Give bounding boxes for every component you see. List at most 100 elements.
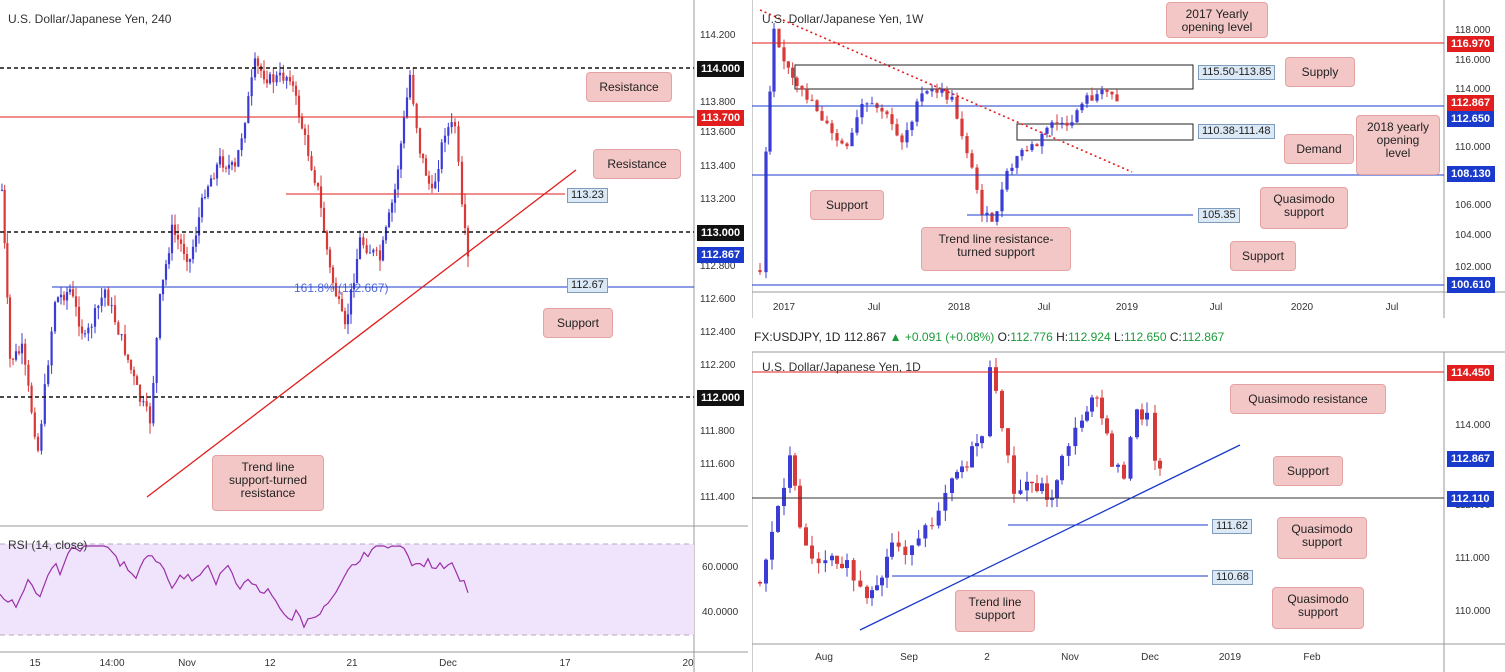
candle-body bbox=[40, 423, 43, 451]
candle-body bbox=[3, 189, 6, 244]
candle-body bbox=[240, 138, 243, 151]
callout-resistance-1: Resistance bbox=[586, 72, 672, 102]
candle-body bbox=[272, 74, 275, 83]
candle-body bbox=[1095, 94, 1099, 101]
candle-body bbox=[1015, 156, 1019, 168]
candle-body bbox=[994, 367, 998, 391]
candle-body bbox=[27, 364, 30, 386]
candle-body bbox=[358, 237, 362, 259]
candle-body bbox=[895, 124, 899, 136]
time-axis-label: 20 bbox=[682, 658, 694, 669]
candle-body bbox=[858, 580, 863, 587]
candle-body bbox=[1115, 94, 1119, 102]
price-axis-label: 112.600 bbox=[700, 294, 736, 305]
time-axis-label: 15 bbox=[29, 658, 41, 669]
callout-2017-open: 2017 Yearly opening level bbox=[1166, 2, 1268, 38]
candle-body bbox=[453, 122, 457, 127]
fib-label: 161.8% (112.667) bbox=[294, 281, 389, 295]
candle-body bbox=[758, 582, 762, 584]
candle-body bbox=[1073, 427, 1078, 447]
callout-1d-qm-2: Quasimodo support bbox=[1272, 587, 1364, 629]
candle-body bbox=[450, 122, 453, 128]
price-axis-label: 112.200 bbox=[700, 360, 736, 371]
candle-body bbox=[365, 245, 368, 253]
price-box-113: 113.000 bbox=[697, 225, 745, 241]
price-box-112650: 112.650 bbox=[1447, 111, 1495, 127]
candle-body bbox=[1040, 483, 1044, 492]
candle-body bbox=[278, 72, 282, 76]
callout-support: Support bbox=[543, 308, 613, 338]
candle-body bbox=[1030, 144, 1034, 151]
candle-body bbox=[776, 506, 780, 532]
candle-body bbox=[875, 585, 879, 591]
ohlc-c-label: C: bbox=[1169, 330, 1182, 344]
candle-body bbox=[1025, 149, 1029, 151]
candle-body bbox=[1030, 481, 1034, 484]
candle-body bbox=[1100, 397, 1104, 419]
time-axis-label: Sep bbox=[900, 652, 918, 663]
candle-body bbox=[890, 542, 894, 557]
candle-body bbox=[123, 334, 127, 355]
candle-body bbox=[408, 74, 412, 98]
candle-body bbox=[764, 559, 768, 584]
chart-1d[interactable]: FX:USDJPY, 1D 112.867 ▲ +0.091 (+0.08%) … bbox=[752, 322, 1505, 672]
candle-body bbox=[772, 28, 776, 92]
candle-body bbox=[129, 359, 133, 370]
candle-body bbox=[900, 135, 904, 143]
candle-body bbox=[384, 227, 388, 241]
ohlc-change: ▲ +0.091 (+0.08%) bbox=[889, 330, 995, 344]
candle-body bbox=[825, 120, 829, 124]
candle-body bbox=[50, 331, 53, 366]
candle-body bbox=[1012, 455, 1016, 494]
candle-body bbox=[191, 246, 195, 260]
candle-body bbox=[142, 401, 145, 403]
candle-body bbox=[920, 93, 924, 102]
price-axis-label: 113.200 bbox=[700, 194, 736, 205]
candle-body bbox=[243, 123, 247, 139]
candle-body bbox=[188, 259, 192, 262]
candle-body bbox=[1060, 455, 1064, 481]
candle-body bbox=[90, 326, 93, 328]
candle-body bbox=[830, 123, 834, 134]
candle-body bbox=[138, 384, 142, 402]
candle-body bbox=[352, 282, 356, 290]
candle-body bbox=[349, 289, 353, 315]
chart-4h[interactable]: 114.200 113.800 113.600 113.400 113.200 112.8… bbox=[0, 0, 748, 672]
candle-body bbox=[840, 563, 844, 568]
candle-body bbox=[74, 296, 78, 307]
candle-body bbox=[950, 96, 954, 100]
candle-body bbox=[885, 111, 889, 115]
candle-body bbox=[182, 243, 186, 255]
candle-body bbox=[120, 334, 123, 336]
candle-body bbox=[985, 212, 989, 215]
candle-body bbox=[233, 162, 237, 167]
price-axis-label: 106.000 bbox=[1455, 200, 1492, 211]
candle-body bbox=[1065, 122, 1069, 126]
candle-body bbox=[1158, 460, 1162, 469]
chart-1w[interactable]: 118.000 116.000 114.000 110.000 106.000 104.0… bbox=[752, 0, 1505, 318]
callout-1w-support: Support bbox=[810, 190, 884, 220]
candle-body bbox=[328, 249, 332, 268]
candle-body bbox=[62, 294, 66, 301]
time-axis-label: Dec bbox=[1141, 652, 1159, 663]
candle-body bbox=[447, 127, 450, 136]
candle-body bbox=[30, 385, 33, 413]
candle-body bbox=[980, 436, 984, 444]
time-axis-label: Feb bbox=[1303, 652, 1321, 663]
candle-body bbox=[126, 354, 130, 360]
candle-body bbox=[1085, 411, 1089, 421]
candle-body bbox=[816, 558, 821, 564]
candle-body bbox=[860, 104, 864, 118]
candle-body bbox=[980, 189, 984, 215]
candle-body bbox=[1035, 144, 1039, 147]
price-axis-label: 113.600 bbox=[700, 127, 736, 138]
candle-body bbox=[1105, 89, 1109, 92]
candle-body bbox=[167, 253, 171, 265]
candle-body bbox=[810, 99, 814, 101]
candle-body bbox=[176, 234, 180, 240]
candle-body bbox=[975, 443, 979, 447]
candle-body bbox=[945, 89, 949, 100]
callout-1d-tl: Trend line support bbox=[955, 590, 1035, 632]
candle-body bbox=[885, 556, 889, 578]
candle-body bbox=[1000, 189, 1004, 212]
